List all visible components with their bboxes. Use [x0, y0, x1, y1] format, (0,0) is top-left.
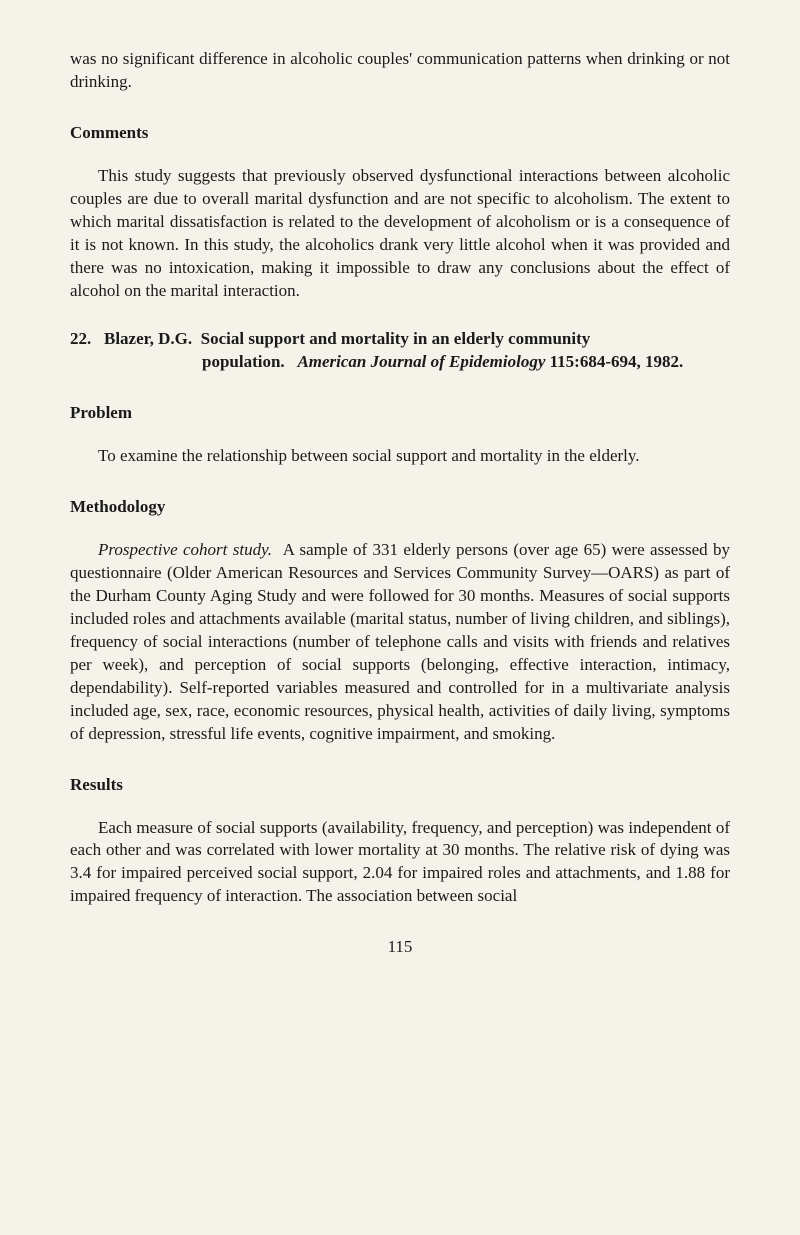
comments-text: This study suggests that previously obse…	[70, 165, 730, 303]
results-heading: Results	[70, 774, 730, 797]
methodology-text: Prospective cohort study. A sample of 33…	[70, 539, 730, 745]
problem-heading: Problem	[70, 402, 730, 425]
citation-author: Blazer, D.G.	[104, 329, 192, 348]
citation-entry: 22. Blazer, D.G. Social support and mort…	[70, 328, 730, 374]
methodology-body: A sample of 331 elderly persons (over ag…	[70, 540, 730, 743]
page-number: 115	[70, 936, 730, 959]
intro-paragraph: was no significant difference in alcohol…	[70, 48, 730, 94]
methodology-heading: Methodology	[70, 496, 730, 519]
citation-title-part1: Social support and mortality in an elder…	[201, 329, 591, 348]
study-type: Prospective cohort study.	[98, 540, 272, 559]
citation-volume: 115:684-694, 1982.	[550, 352, 684, 371]
problem-text: To examine the relationship between soci…	[70, 445, 730, 468]
citation-title-part2: population.	[202, 352, 285, 371]
citation-journal: American Journal of Epidemiology	[297, 352, 545, 371]
results-text: Each measure of social supports (availab…	[70, 817, 730, 909]
comments-heading: Comments	[70, 122, 730, 145]
citation-number: 22.	[70, 329, 91, 348]
